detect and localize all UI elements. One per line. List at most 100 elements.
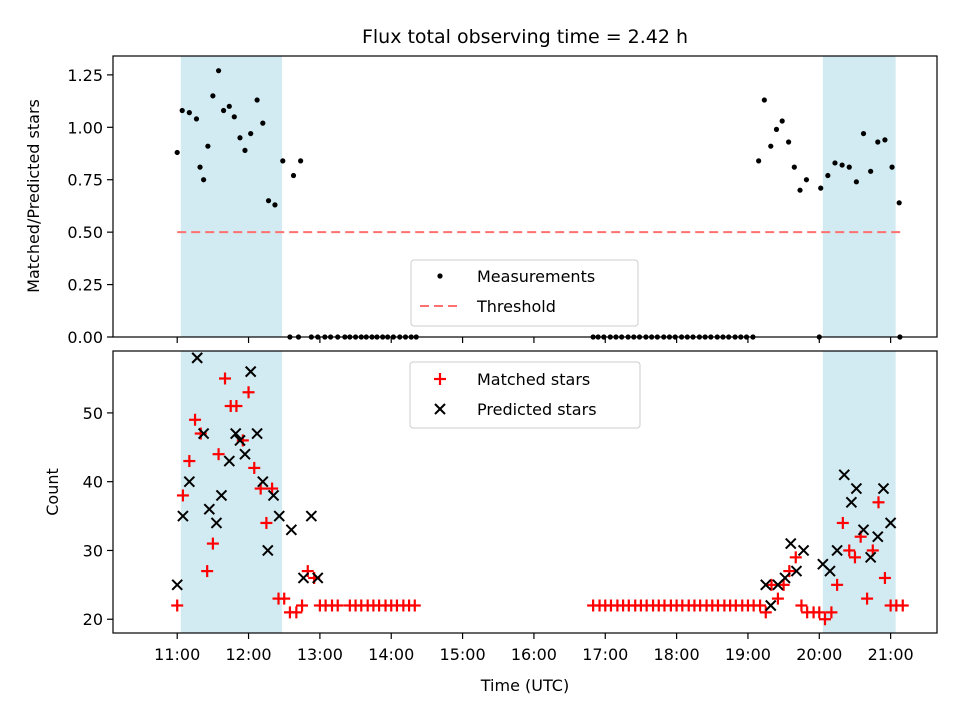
matched-stars-point	[408, 599, 421, 612]
predicted-stars-point	[183, 475, 196, 488]
bottom-y-tick-label: 20	[83, 610, 103, 629]
x-tick-label: 11:00	[154, 645, 200, 664]
x-tick-label: 14:00	[368, 645, 414, 664]
predicted-stars-point	[838, 469, 850, 481]
measurement-point	[210, 93, 216, 99]
predicted-stars-point	[244, 365, 257, 378]
x-tick-label: 12:00	[225, 645, 271, 664]
measurement-point	[220, 107, 227, 114]
measurement-point	[803, 177, 810, 183]
legend-matched-marker	[434, 373, 446, 385]
top-y-tick-label: 0.75	[67, 171, 103, 190]
matched-stars-point	[290, 606, 303, 619]
measurement-point	[875, 139, 881, 145]
predicted-stars-point	[191, 352, 203, 364]
matched-stars-point	[248, 461, 261, 474]
measurement-point	[832, 160, 838, 166]
top-y-tick-label: 1.00	[67, 118, 103, 137]
matched-stars-point	[831, 578, 844, 591]
matched-stars-point	[795, 599, 808, 612]
predicted-stars-point	[262, 544, 274, 557]
matched-stars-point	[818, 613, 831, 626]
bottom-y-tick-label: 40	[83, 473, 103, 492]
matched-stars-point	[759, 606, 772, 619]
matched-stars-point	[789, 551, 802, 564]
measurement-point	[868, 168, 874, 174]
x-tick-label: 20:00	[796, 645, 842, 664]
measurement-point	[254, 97, 260, 103]
measurement-point	[201, 177, 207, 183]
measurement-point	[825, 172, 831, 179]
matched-stars-point	[206, 537, 219, 550]
x-tick-label: 15:00	[440, 645, 486, 664]
predicted-stars-point	[297, 572, 310, 584]
legend-measurements-marker	[437, 273, 443, 279]
predicted-stars-point	[831, 544, 843, 557]
measurement-point	[290, 172, 297, 179]
top-y-tick-label: 0.00	[67, 328, 103, 347]
predicted-stars-point	[239, 448, 251, 460]
matched-stars-point	[896, 599, 909, 612]
predicted-stars-point	[850, 482, 863, 495]
predicted-stars-point	[257, 475, 269, 488]
matched-stars-point	[219, 372, 232, 385]
predicted-stars-point	[760, 579, 772, 591]
predicted-stars-point	[215, 489, 228, 502]
measurement-point	[248, 130, 254, 137]
predicted-stars-point	[273, 510, 285, 522]
predicted-stars-point	[877, 482, 890, 495]
x-axis-label: Time (UTC)	[480, 676, 569, 695]
top-y-tick-label: 1.25	[67, 66, 103, 85]
matched-stars-point	[813, 606, 826, 619]
bottom-legend: Matched stars Predicted stars	[409, 361, 641, 429]
predicted-stars-point	[864, 551, 877, 564]
matched-stars-point	[230, 400, 243, 413]
predicted-stars-point	[285, 524, 298, 536]
x-tick-label: 16:00	[511, 645, 557, 664]
bottom-legend-box	[409, 361, 641, 429]
measurement-point	[896, 200, 902, 206]
bottom-y-tick-label: 50	[83, 404, 103, 423]
predicted-stars-point	[177, 510, 189, 522]
x-tick-label: 19:00	[725, 645, 771, 664]
measurement-point	[853, 179, 859, 185]
predicted-stars-point	[210, 517, 223, 529]
bottom-y-tick-label: 30	[83, 541, 103, 560]
predicted-stars-point	[779, 572, 791, 584]
matched-stars-point	[189, 413, 202, 426]
measurement-point	[791, 164, 797, 170]
top-y-axis-label: Matched/Predicted stars	[24, 99, 43, 293]
matched-stars-point	[331, 599, 344, 612]
matched-stars-point	[301, 565, 314, 578]
measurement-point	[193, 116, 200, 122]
matched-stars-point	[171, 599, 184, 612]
measurement-point	[889, 164, 895, 170]
predicted-stars-point	[872, 531, 884, 543]
x-tick-label: 17:00	[582, 645, 628, 664]
x-tick-label: 13:00	[297, 645, 343, 664]
matched-stars-point	[201, 565, 214, 578]
matched-stars-point	[836, 516, 849, 529]
predicted-stars-point	[797, 544, 810, 557]
measurement-point	[773, 126, 780, 132]
top-legend-box	[410, 259, 639, 327]
predicted-stars-point	[790, 565, 803, 577]
measurement-point	[260, 120, 266, 126]
measurement-point	[846, 164, 852, 170]
measurement-point	[882, 137, 888, 143]
bottom-plot-frame	[112, 350, 938, 634]
predicted-stars-point	[765, 599, 777, 612]
predicted-stars-point	[267, 489, 280, 502]
x-tick-label: 21:00	[868, 645, 914, 664]
matched-stars-point	[183, 455, 196, 468]
chart-title: Flux total observing time = 2.42 h	[362, 26, 688, 48]
measurement-point	[265, 198, 272, 204]
shaded-interval	[180, 56, 283, 337]
x-tick-label: 18:00	[654, 645, 700, 664]
measurement-point	[197, 164, 203, 170]
predicted-stars-point	[845, 496, 858, 509]
matched-stars-point	[266, 482, 279, 495]
predicted-stars-point	[230, 427, 242, 440]
predicted-stars-point	[824, 565, 836, 577]
top-y-tick-label: 0.50	[67, 223, 103, 242]
